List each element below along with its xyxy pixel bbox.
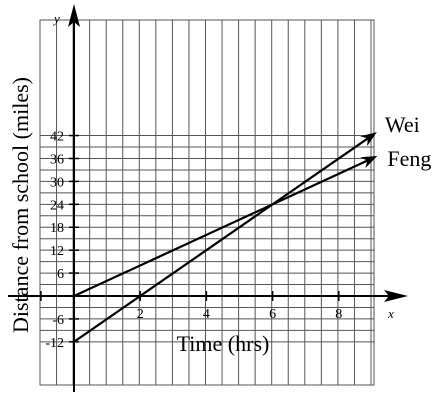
y-tick-label: 18	[50, 221, 64, 236]
y-tick-label: 24	[50, 198, 64, 213]
series-arrow-feng	[360, 155, 378, 169]
x-tick-label: 2	[137, 307, 144, 322]
series-label-feng: Feng	[387, 146, 431, 171]
series-arrow-wei	[360, 132, 377, 147]
x-axis-arrow	[384, 290, 408, 302]
grid-border	[39, 19, 375, 386]
y-axis-label: Distance from school (miles)	[8, 77, 33, 333]
x-axis-label: Time (hrs)	[177, 331, 270, 356]
series-line-wei	[73, 134, 373, 343]
y-tick-label: 12	[50, 244, 64, 259]
y-tick-label: -6	[52, 313, 64, 328]
y-tick-label: 6	[57, 267, 64, 282]
y-tick-label: 42	[50, 130, 64, 145]
series-line-feng	[73, 157, 373, 297]
y-tick-label: 36	[50, 152, 64, 167]
series-label-wei: Wei	[385, 112, 420, 137]
y-axis-name: y	[52, 11, 60, 26]
x-tick-label: 4	[203, 307, 210, 322]
series-lines: Wei Feng	[73, 112, 431, 343]
x-tick-label: 6	[269, 307, 276, 322]
x-axis-name: x	[387, 306, 394, 321]
x-tick-label: 8	[335, 307, 342, 322]
y-tick-label: -12	[45, 336, 64, 351]
grid	[39, 19, 375, 386]
y-tick-label: 30	[50, 175, 64, 190]
y-axis-arrow	[68, 4, 80, 27]
